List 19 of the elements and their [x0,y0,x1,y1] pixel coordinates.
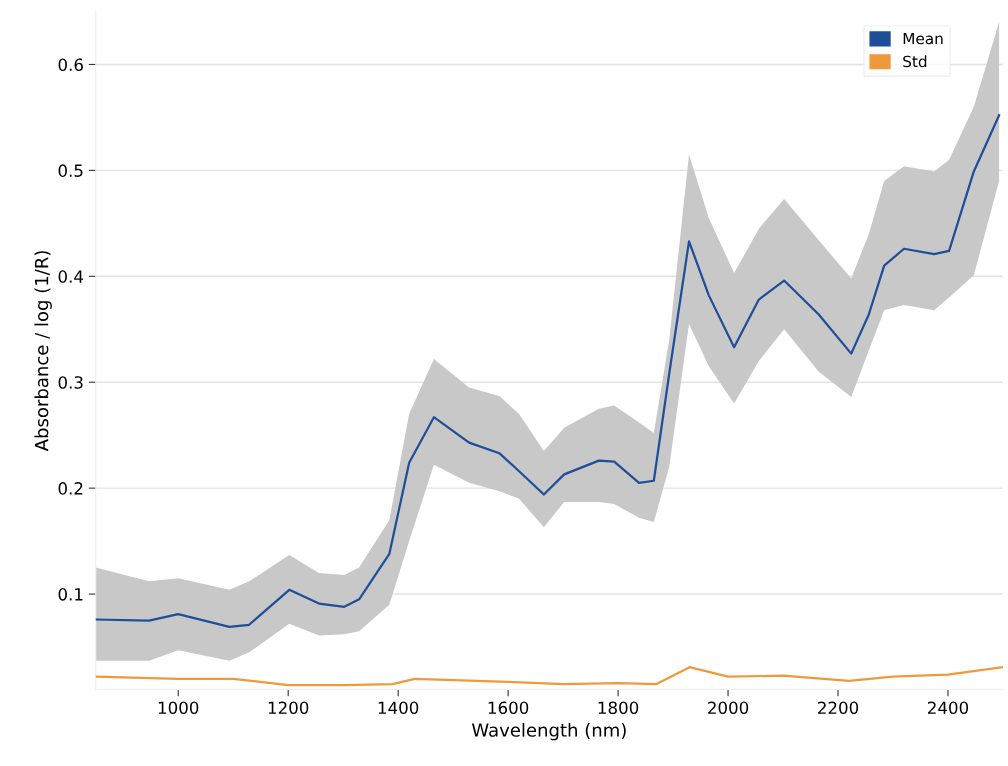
x-tick-label: 1600 [488,701,529,715]
legend-label: Std [903,55,927,68]
legend-label: Mean [903,32,943,45]
y-tick-label: 0.2 [58,482,83,495]
y-tick-label: 0.4 [58,270,84,283]
y-axis-title: Absorbance / log (1/R) [34,251,52,452]
y-tick-label: 0.5 [58,164,83,177]
line-series [95,114,1001,629]
x-tick-label: 1000 [158,701,199,715]
x-tick-label: 1200 [268,701,309,715]
y-tick-label: 0.6 [58,58,83,72]
x-tick-label: 2400 [927,701,969,715]
x-tick-label: 1800 [598,701,639,715]
y-tick-label: 0.3 [58,376,83,389]
x-tick-label: 1400 [378,701,419,715]
x-tick-label: 2200 [818,701,859,715]
x-axis-title: Wavelength (nm) [471,722,626,741]
y-tick-label: 0.1 [58,588,83,601]
x-tick-label: 2000 [708,701,749,715]
